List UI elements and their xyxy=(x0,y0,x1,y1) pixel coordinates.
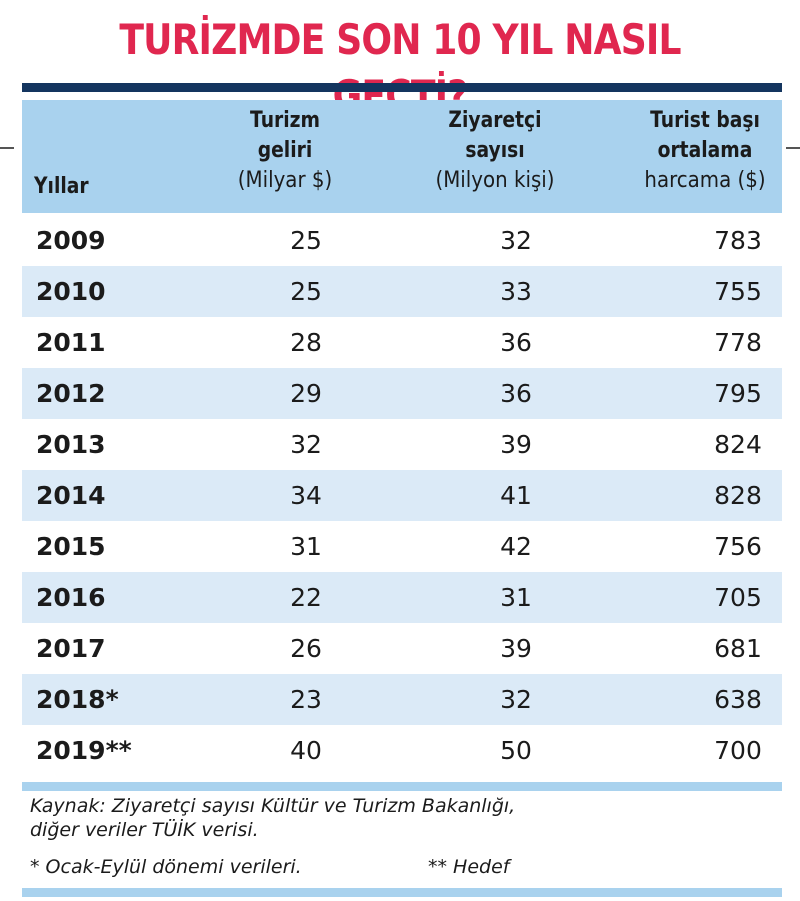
revenue-cell: 40 xyxy=(290,736,322,765)
table-row: 2010 25 33 755 xyxy=(22,266,782,317)
table-row: 2009 25 32 783 xyxy=(22,215,782,266)
revenue-cell: 34 xyxy=(290,481,322,510)
spend-cell: 638 xyxy=(714,685,762,714)
header-spend: Turist başı ortalama harcama ($) xyxy=(600,106,800,196)
revenue-cell: 25 xyxy=(290,226,322,255)
spend-cell: 756 xyxy=(714,532,762,561)
revenue-cell: 32 xyxy=(290,430,322,459)
visitors-cell: 33 xyxy=(500,277,532,306)
header-revenue-line3: (Milyar $) xyxy=(237,168,333,193)
spend-cell: 681 xyxy=(714,634,762,663)
visitors-cell: 32 xyxy=(500,685,532,714)
revenue-cell: 31 xyxy=(290,532,322,561)
revenue-cell: 25 xyxy=(290,277,322,306)
spend-cell: 755 xyxy=(714,277,762,306)
visitors-cell: 36 xyxy=(500,328,532,357)
visitors-cell: 39 xyxy=(500,430,532,459)
table-row: 2012 29 36 795 xyxy=(22,368,782,419)
header-visitors-line2: sayısı xyxy=(465,138,525,163)
header-revenue-line2: geliri xyxy=(257,138,313,163)
spend-cell: 700 xyxy=(714,736,762,765)
visitors-cell: 32 xyxy=(500,226,532,255)
header-visitors-line1: Ziyaretçi xyxy=(448,108,542,133)
spend-cell: 795 xyxy=(714,379,762,408)
year-cell: 2013 xyxy=(36,430,106,459)
table-header xyxy=(22,100,782,213)
side-tick-right xyxy=(786,147,800,149)
year-cell: 2015 xyxy=(36,532,106,561)
top-rule xyxy=(22,83,782,92)
year-cell: 2011 xyxy=(36,328,106,357)
header-spend-line2: ortalama xyxy=(657,138,753,163)
table-row: 2016 22 31 705 xyxy=(22,572,782,623)
header-spend-line3: harcama ($) xyxy=(644,168,766,193)
page-title: TURİZMDE SON 10 YIL NASIL GEÇTİ? xyxy=(119,15,681,120)
year-cell: 2016 xyxy=(36,583,106,612)
footer-rule xyxy=(22,888,782,897)
table-row: 2011 28 36 778 xyxy=(22,317,782,368)
footnote-target: ** Hedef xyxy=(428,856,510,878)
revenue-cell: 26 xyxy=(290,634,322,663)
table-row: 2015 31 42 756 xyxy=(22,521,782,572)
year-cell: 2017 xyxy=(36,634,106,663)
revenue-cell: 28 xyxy=(290,328,322,357)
spend-cell: 828 xyxy=(714,481,762,510)
source-note-line2: diğer veriler TÜİK verisi. xyxy=(30,819,259,841)
source-note-line1: Kaynak: Ziyaretçi sayısı Kültür ve Turiz… xyxy=(30,795,516,817)
visitors-cell: 41 xyxy=(500,481,532,510)
visitors-cell: 31 xyxy=(500,583,532,612)
visitors-cell: 42 xyxy=(500,532,532,561)
table-row: 2014 34 41 828 xyxy=(22,470,782,521)
year-cell: 2009 xyxy=(36,226,106,255)
header-revenue-line1: Turizm xyxy=(249,108,321,133)
revenue-cell: 23 xyxy=(290,685,322,714)
side-tick-left xyxy=(0,147,14,149)
revenue-cell: 29 xyxy=(290,379,322,408)
year-cell: 2012 xyxy=(36,379,106,408)
spend-cell: 778 xyxy=(714,328,762,357)
header-spend-line1: Turist başı xyxy=(650,108,760,133)
spend-cell: 783 xyxy=(714,226,762,255)
visitors-cell: 36 xyxy=(500,379,532,408)
bottom-rule xyxy=(22,782,782,791)
table-row: 2017 26 39 681 xyxy=(22,623,782,674)
header-years: Yıllar xyxy=(34,174,89,199)
year-cell: 2019** xyxy=(36,736,132,765)
table-row: 2013 32 39 824 xyxy=(22,419,782,470)
spend-cell: 705 xyxy=(714,583,762,612)
year-cell: 2014 xyxy=(36,481,106,510)
table-row: 2019** 40 50 700 xyxy=(22,725,782,776)
header-visitors: Ziyaretçi sayısı (Milyon kişi) xyxy=(400,106,590,196)
visitors-cell: 50 xyxy=(500,736,532,765)
table-row: 2018* 23 32 638 xyxy=(22,674,782,725)
revenue-cell: 22 xyxy=(290,583,322,612)
year-cell: 2010 xyxy=(36,277,106,306)
header-visitors-line3: (Milyon kişi) xyxy=(435,168,555,193)
spend-cell: 824 xyxy=(714,430,762,459)
table-body: 2009 25 32 783 2010 25 33 755 2011 28 36 778 2012 29 3… xyxy=(22,215,782,776)
header-revenue: Turizm geliri (Milyar $) xyxy=(190,106,380,196)
year-cell: 2018* xyxy=(36,685,119,714)
footnote-partial-year: * Ocak-Eylül dönemi verileri. xyxy=(30,856,302,878)
visitors-cell: 39 xyxy=(500,634,532,663)
